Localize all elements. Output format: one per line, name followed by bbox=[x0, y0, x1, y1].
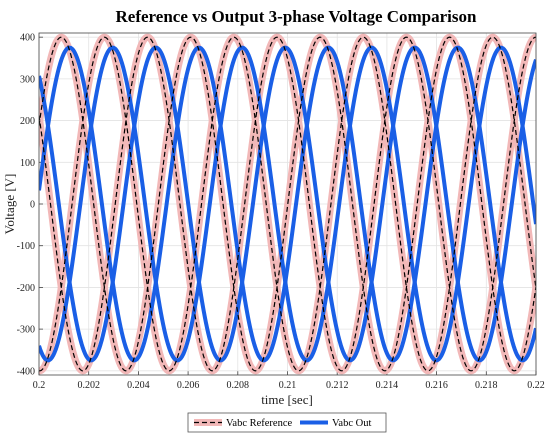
ref-halo-phase-1 bbox=[39, 33, 536, 375]
x-tick-labels: 0.2 0.202 0.204 0.206 0.208 0.21 0.212 0.214 0.2… bbox=[33, 380, 545, 391]
x-tick-label: 0.206 bbox=[177, 380, 200, 391]
plot-frame bbox=[38, 32, 537, 376]
x-tick-label: 0.22 bbox=[527, 380, 545, 391]
out-phase-1 bbox=[39, 45, 536, 363]
y-tick-label: -100 bbox=[17, 241, 35, 252]
y-tick-labels: -400 -300 -200 -100 0 100 200 300 400 bbox=[17, 33, 35, 378]
chart-title: Reference vs Output 3-phase Voltage Comp… bbox=[116, 7, 477, 26]
y-tick-label: -300 bbox=[17, 325, 35, 336]
y-axis-label: Voltage [V] bbox=[2, 174, 17, 235]
x-tick-label: 0.208 bbox=[227, 380, 250, 391]
y-tick-label: 100 bbox=[20, 158, 35, 169]
legend-box bbox=[187, 412, 387, 433]
x-tick-label: 0.202 bbox=[77, 380, 100, 391]
out-phase-2 bbox=[39, 45, 536, 363]
legend-ref-label: Vabc Reference bbox=[226, 418, 293, 429]
legend: Vabc Reference Vabc Out bbox=[187, 412, 387, 433]
x-tick-label: 0.204 bbox=[127, 380, 150, 391]
ref-dashed-phase-2 bbox=[39, 36, 536, 372]
y-tick-label: 400 bbox=[20, 33, 35, 44]
series-layer bbox=[39, 33, 536, 375]
ref-dashed-phase-3 bbox=[39, 36, 536, 372]
x-tick-label: 0.218 bbox=[475, 380, 498, 391]
legend-out-label: Vabc Out bbox=[332, 418, 371, 429]
y-tick-label: -200 bbox=[17, 283, 35, 294]
y-tick-label: 200 bbox=[20, 116, 35, 127]
x-tick-label: 0.21 bbox=[279, 380, 297, 391]
x-tick-label: 0.212 bbox=[326, 380, 349, 391]
y-tick-label: 300 bbox=[20, 74, 35, 85]
y-tick-label: -400 bbox=[17, 366, 35, 377]
x-tick-label: 0.216 bbox=[425, 380, 448, 391]
x-tick-label: 0.214 bbox=[376, 380, 399, 391]
x-axis-label: time [sec] bbox=[261, 392, 313, 407]
x-tick-label: 0.2 bbox=[33, 380, 46, 391]
y-tick-label: 0 bbox=[30, 200, 35, 211]
